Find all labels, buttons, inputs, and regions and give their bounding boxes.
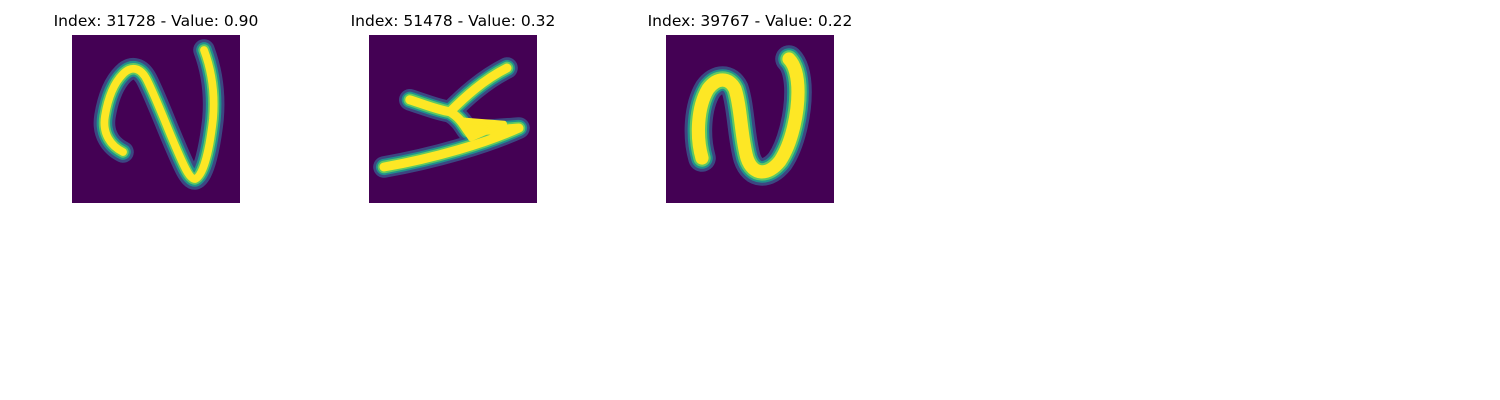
digit-stroke-core [100, 46, 218, 183]
panel-title: Index: 39767 - Value: 0.22 [647, 12, 853, 30]
digit-image [666, 35, 834, 203]
panel-title: Index: 51478 - Value: 0.32 [350, 12, 556, 30]
digit-stroke-core [691, 52, 805, 179]
digit-stroke-blob [456, 117, 507, 142]
digit-image [369, 35, 537, 203]
digit-image [72, 35, 240, 203]
panel-title: Index: 31728 - Value: 0.90 [53, 12, 259, 30]
